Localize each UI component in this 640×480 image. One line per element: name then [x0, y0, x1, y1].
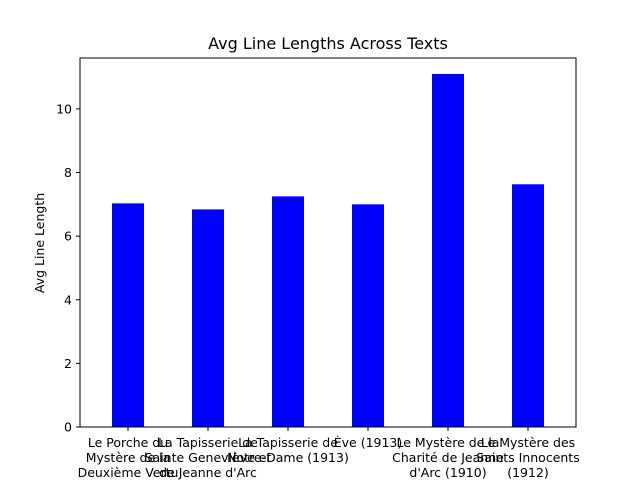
- y-axis-label: Avg Line Length: [32, 193, 47, 293]
- bar-1: [192, 209, 224, 427]
- bar-0: [112, 203, 144, 427]
- x-tick-label-5: Le Mystère des Saints Innocents (1912): [476, 435, 579, 480]
- y-tick-label-2: 4: [64, 292, 72, 307]
- bar-2: [272, 196, 304, 427]
- y-tick-label-0: 0: [64, 420, 72, 435]
- bar-4: [432, 73, 464, 427]
- y-tick-label-5: 10: [56, 101, 72, 116]
- plot-frame: [79, 57, 577, 428]
- x-tick-label-4: Le Mystère de la Charité de Jeanne d'Arc (…: [392, 435, 504, 480]
- bars-group: [112, 73, 544, 427]
- x-ticks-group: Le Porche du Mystère de la Deuxième VertuL…: [78, 427, 580, 480]
- chart-title: Avg Line Lengths Across Texts: [208, 34, 448, 53]
- bar-5: [512, 184, 544, 427]
- x-tick-label-3: Ève (1913): [334, 435, 403, 450]
- x-tick-label-1: La Tapisserie de Sainte Geneviève et de Je…: [145, 435, 272, 480]
- x-tick-label-0: Le Porche du Mystère de la Deuxième Vertu: [78, 435, 179, 480]
- y-tick-label-3: 6: [64, 229, 72, 244]
- y-tick-label-4: 8: [64, 165, 72, 180]
- x-tick-label-2: La Tapisserie de Notre-Dame (1913): [227, 435, 349, 465]
- y-tick-label-1: 2: [64, 356, 72, 371]
- y-ticks-group: 0 2 4 6 8 10: [56, 101, 80, 435]
- bar-3: [352, 204, 384, 427]
